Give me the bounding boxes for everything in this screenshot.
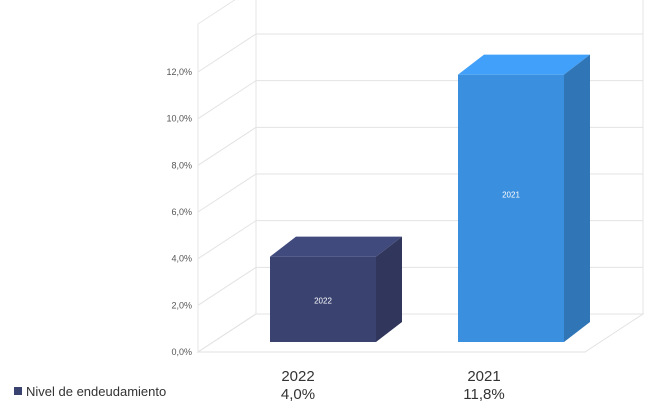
bar-side-face xyxy=(564,54,590,343)
y-tick-label: 4,0% xyxy=(171,254,192,264)
bar: 2021 xyxy=(458,54,590,343)
legend-swatch xyxy=(14,387,22,395)
category-label: 2021 xyxy=(467,368,500,385)
bar-top-face xyxy=(270,236,402,257)
y-tick-label: 8,0% xyxy=(171,160,192,170)
value-label: 4,0% xyxy=(281,386,315,403)
y-axis-ticks: 0,0% 2,0% 4,0% 6,0% 8,0% 10,0% 12,0% xyxy=(166,67,192,357)
y-tick-label: 6,0% xyxy=(171,207,192,217)
y-tick-label: 10,0% xyxy=(166,114,192,124)
bar-inside-label: 2021 xyxy=(502,191,520,200)
bar-front-face xyxy=(270,256,376,342)
bar-side-face xyxy=(376,236,402,342)
bar-top-face xyxy=(458,54,590,75)
y-tick-label: 2,0% xyxy=(171,300,192,310)
bar-front-face xyxy=(458,74,564,343)
gridline xyxy=(197,33,643,73)
bar: 2022 xyxy=(270,236,402,342)
y-tick-label: 12,0% xyxy=(166,67,192,77)
bars: 2022 2021 xyxy=(270,54,590,343)
value-label: 11,8% xyxy=(463,386,504,403)
y-tick-label: 0,0% xyxy=(171,347,192,357)
legend-series-name: Nivel de endeudamiento xyxy=(26,384,166,399)
category-label: 2022 xyxy=(281,368,314,385)
bar-inside-label: 2022 xyxy=(314,297,332,306)
